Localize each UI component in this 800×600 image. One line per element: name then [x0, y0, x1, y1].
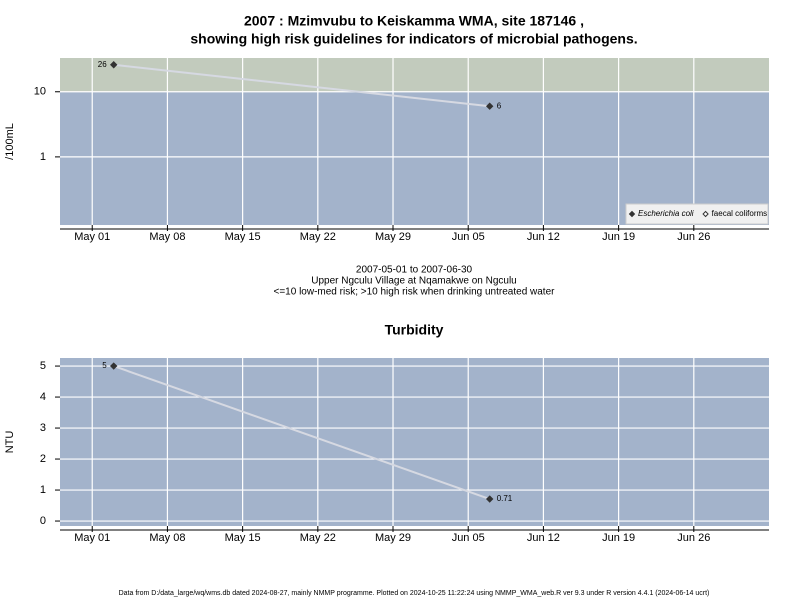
x-tick-label: May 15 [225, 532, 261, 544]
y-tick-label: 2 [40, 453, 46, 465]
chart-title: showing high risk guidelines for indicat… [190, 31, 637, 47]
x-tick-label: May 01 [74, 532, 110, 544]
legend-label: faecal coliforms [712, 209, 768, 218]
y-axis-label: /100mL [4, 123, 16, 160]
x-tick-label: Jun 12 [527, 532, 560, 544]
data-point [485, 495, 494, 503]
y-tick-label: 5 [40, 360, 46, 372]
x-tick-label: May 22 [300, 231, 336, 243]
caption: 2007-05-01 to 2007-06-30 [356, 265, 473, 276]
x-tick-label: Jun 19 [602, 231, 635, 243]
x-tick-label: May 08 [149, 231, 185, 243]
legend-box [625, 203, 769, 225]
legend-marker [628, 210, 636, 218]
x-tick-label: Jun 26 [677, 532, 710, 544]
plot-background [60, 358, 769, 526]
y-tick-label: 1 [40, 484, 46, 496]
series-line [113, 365, 491, 500]
x-tick-label: Jun 05 [452, 532, 485, 544]
y-tick-label: 4 [40, 391, 46, 403]
series-line [113, 63, 490, 108]
chart-title: 2007 : Mzimvubu to Keiskamma WMA, site 1… [244, 13, 584, 29]
data-label: 0.71 [497, 494, 513, 503]
guideline-band [60, 58, 769, 92]
x-tick-label: May 01 [74, 231, 110, 243]
footer: Data from D:/data_large/wq/wms.db dated … [119, 590, 710, 597]
legend-marker [702, 210, 709, 218]
x-tick-label: Jun 26 [677, 231, 710, 243]
y-tick-label: 3 [40, 422, 46, 434]
caption: Upper Ngculu Village at Nqamakwe on Ngcu… [311, 276, 516, 287]
chart-title: Turbidity [385, 322, 444, 338]
legend-label: Escherichia coli [638, 209, 694, 218]
x-tick-label: May 29 [375, 532, 411, 544]
data-label: 6 [497, 101, 502, 110]
x-tick-label: May 15 [225, 231, 261, 243]
data-point [110, 61, 118, 69]
x-tick-label: May 08 [149, 532, 185, 544]
x-tick-label: Jun 19 [602, 532, 635, 544]
data-point [485, 102, 494, 110]
caption: <=10 low-med risk; >10 high risk when dr… [274, 287, 556, 298]
data-label: 26 [98, 60, 107, 69]
x-tick-label: Jun 05 [452, 231, 485, 243]
x-tick-label: Jun 12 [527, 231, 560, 243]
data-label: 5 [102, 361, 107, 370]
y-tick-label: 10 [34, 86, 46, 98]
y-tick-label: 0 [40, 515, 46, 527]
data-point [110, 362, 118, 370]
x-tick-label: May 29 [375, 231, 411, 243]
x-tick-label: May 22 [300, 532, 336, 544]
y-axis-label: NTU [4, 431, 16, 454]
y-tick-label: 1 [40, 151, 46, 163]
